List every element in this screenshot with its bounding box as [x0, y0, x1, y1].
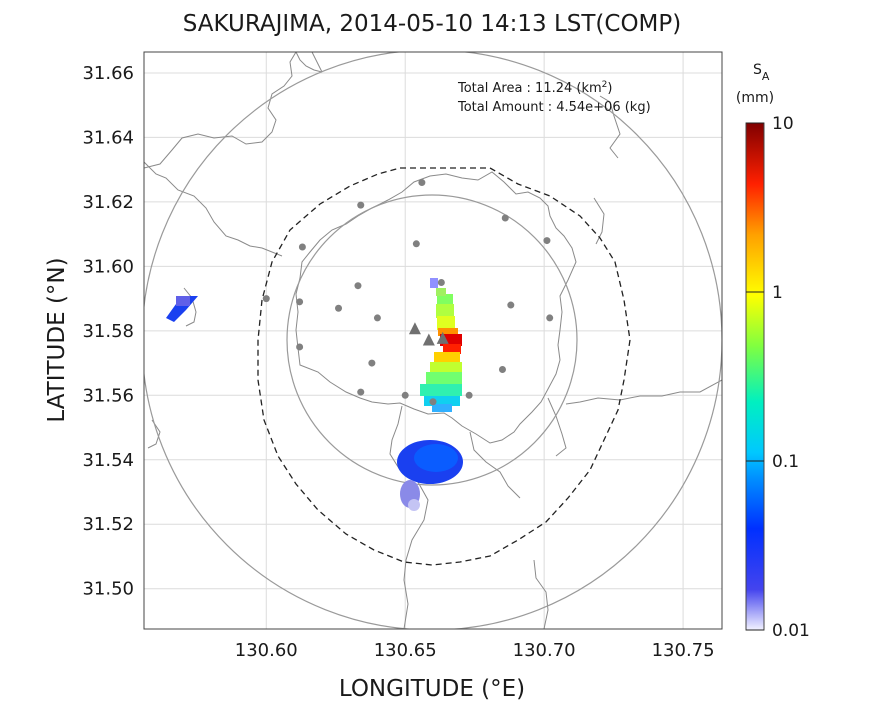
- station-dot: [501, 214, 509, 222]
- total-area-annotation: Total Area : 11.24 (km2): [457, 80, 612, 96]
- station-dot: [418, 179, 426, 187]
- colorbar-tick-label: 0.1: [772, 452, 799, 472]
- station-dot: [437, 278, 445, 286]
- colorbar-tick-label: 10: [772, 114, 794, 134]
- station-markers: [262, 179, 554, 406]
- vent-markers: [408, 322, 449, 346]
- colorbar-ticks: 10 1 0.1 0.01: [746, 114, 810, 641]
- station-dot: [357, 201, 365, 209]
- y-tick-labels: 31.50 31.52 31.54 31.56 31.58 31.60 31.62 31.64…: [82, 63, 134, 600]
- dashed-boundary: [257, 167, 631, 566]
- vent-triangle: [422, 333, 435, 346]
- y-tick-label: 31.60: [82, 256, 134, 277]
- ash-plume: [420, 278, 462, 412]
- station-dot: [498, 366, 506, 374]
- station-dot: [412, 240, 420, 248]
- vent-triangle: [408, 322, 421, 335]
- x-tick-label: 130.65: [374, 640, 437, 661]
- station-dot: [465, 391, 473, 399]
- plot-frame: [143, 51, 723, 630]
- ash-west-patch: [166, 296, 198, 322]
- y-tick-label: 31.64: [82, 127, 134, 148]
- station-dot: [543, 237, 551, 245]
- y-axis-label: LATITUDE (°N): [44, 257, 70, 422]
- coastline-sakurajima: [295, 171, 577, 444]
- coastline-south: [389, 405, 521, 629]
- station-dot: [298, 243, 306, 251]
- colorbar-tick-label: 1: [772, 283, 783, 303]
- coastline-north: [144, 52, 323, 169]
- x-tick-label: 130.70: [513, 640, 576, 661]
- station-dot: [546, 314, 554, 322]
- range-circle-inner: [286, 194, 578, 486]
- y-tick-label: 31.56: [82, 385, 134, 406]
- coastline-east: [533, 95, 722, 629]
- station-dot: [507, 301, 515, 309]
- y-tick-label: 31.66: [82, 63, 134, 84]
- station-dot: [354, 282, 362, 290]
- station-dot: [335, 304, 343, 312]
- x-tick-labels: 130.60 130.65 130.70 130.75: [235, 640, 715, 661]
- station-dot: [429, 398, 437, 406]
- vent-triangle: [436, 331, 449, 344]
- ash-south-patch: [397, 440, 463, 511]
- colorbar: [745, 122, 765, 631]
- station-dot: [373, 314, 381, 322]
- total-amount-annotation: Total Amount : 4.54e+06 (kg): [457, 100, 651, 115]
- y-tick-label: 31.52: [82, 514, 134, 535]
- grid-lines: [144, 52, 722, 629]
- coastline-west: [144, 161, 283, 449]
- y-tick-label: 31.62: [82, 192, 134, 213]
- station-dot: [357, 388, 365, 396]
- colorbar-unit: (mm): [736, 90, 774, 106]
- y-tick-label: 31.54: [82, 450, 134, 471]
- colorbar-tick-label: 0.01: [772, 621, 810, 641]
- station-dot: [296, 298, 304, 306]
- x-tick-label: 130.75: [652, 640, 715, 661]
- x-axis-label: LONGITUDE (°E): [339, 676, 525, 702]
- y-tick-label: 31.50: [82, 579, 134, 600]
- x-tick-label: 130.60: [235, 640, 298, 661]
- station-dot: [368, 359, 376, 367]
- chart-title: SAKURAJIMA, 2014-05-10 14:13 LST(COMP): [183, 11, 681, 37]
- colorbar-label: SA: [753, 62, 770, 83]
- station-dot: [262, 295, 270, 303]
- station-dot: [401, 391, 409, 399]
- station-dot: [296, 343, 304, 351]
- y-tick-label: 31.58: [82, 321, 134, 342]
